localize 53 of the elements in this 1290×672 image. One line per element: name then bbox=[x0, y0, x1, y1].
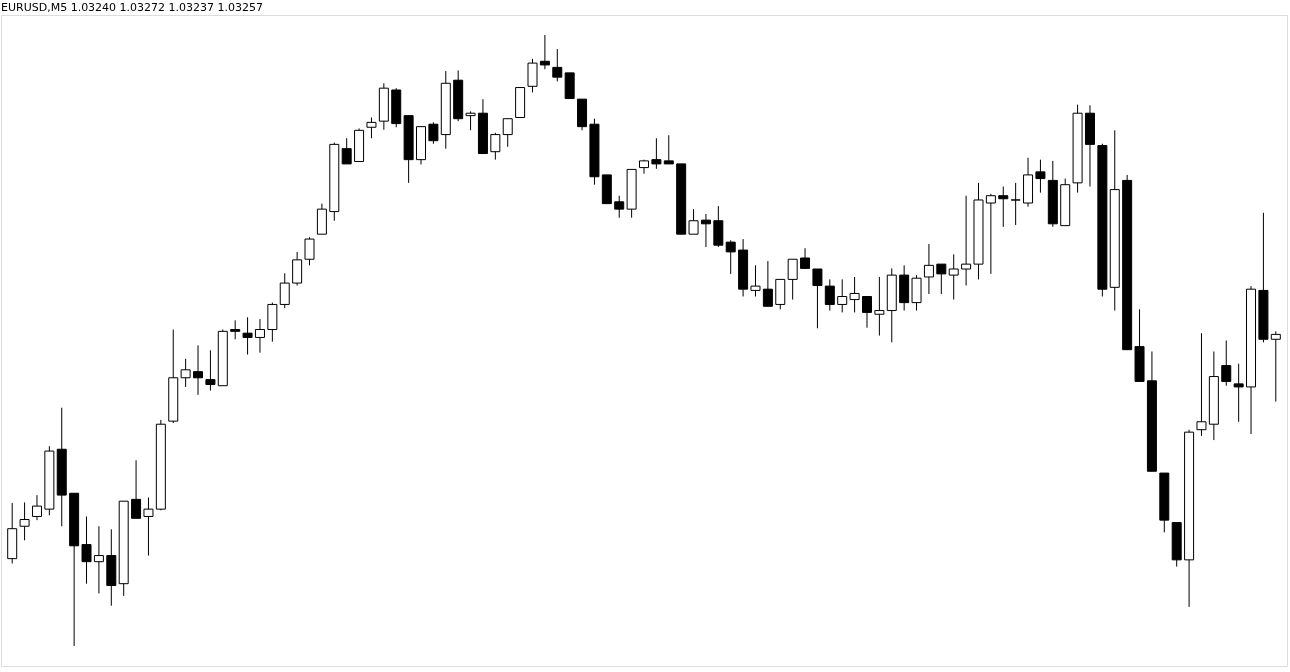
candlestick bbox=[1035, 159, 1046, 194]
candlestick bbox=[193, 344, 204, 396]
candlestick bbox=[688, 208, 699, 235]
candlestick bbox=[812, 268, 823, 329]
candlestick bbox=[552, 48, 563, 82]
chart-title: EURUSD,M5 1.03240 1.03272 1.03237 1.03257 bbox=[1, 1, 264, 14]
candlestick bbox=[874, 276, 885, 337]
candlestick bbox=[961, 195, 972, 287]
candlestick bbox=[205, 349, 216, 392]
candlestick bbox=[849, 276, 860, 313]
candlestick bbox=[31, 494, 42, 521]
candlestick bbox=[837, 278, 848, 313]
candlestick bbox=[502, 118, 513, 148]
candlestick bbox=[700, 213, 711, 248]
candlestick bbox=[539, 34, 550, 70]
candlestick bbox=[824, 278, 835, 312]
candlestick bbox=[861, 296, 872, 329]
candlestick bbox=[490, 132, 501, 161]
candlestick bbox=[279, 272, 290, 309]
candlestick bbox=[230, 319, 241, 340]
candlestick bbox=[19, 501, 30, 541]
candlestick bbox=[762, 260, 773, 307]
candlestick bbox=[998, 186, 1009, 228]
candlestick bbox=[948, 253, 959, 301]
candlestick bbox=[131, 459, 142, 519]
candlestick bbox=[81, 515, 92, 585]
candlestick bbox=[1010, 182, 1021, 226]
candlestick bbox=[366, 116, 377, 139]
candlestick bbox=[936, 263, 947, 295]
candlestick bbox=[428, 121, 439, 145]
candlestick bbox=[292, 251, 303, 287]
candlestick bbox=[180, 358, 191, 388]
candlestick bbox=[93, 525, 104, 594]
candlestick bbox=[465, 110, 476, 131]
candlestick bbox=[1221, 340, 1232, 387]
candlestick bbox=[750, 264, 761, 298]
candlestick bbox=[923, 243, 934, 295]
candlestick bbox=[800, 247, 811, 269]
candlestick bbox=[341, 137, 352, 165]
candlestick bbox=[651, 137, 662, 170]
candlestick bbox=[985, 193, 996, 275]
candlestick bbox=[614, 195, 625, 219]
candlestick bbox=[725, 239, 736, 275]
candlestick bbox=[143, 497, 154, 557]
candlestick bbox=[304, 236, 315, 266]
candlestick bbox=[527, 58, 538, 93]
candlestick bbox=[242, 316, 253, 356]
candlestick bbox=[1270, 330, 1281, 403]
candlestick bbox=[663, 134, 674, 165]
candlestick bbox=[1233, 363, 1244, 423]
candlestick bbox=[1196, 332, 1207, 437]
candlestick bbox=[254, 318, 265, 354]
candlestick bbox=[787, 258, 798, 301]
